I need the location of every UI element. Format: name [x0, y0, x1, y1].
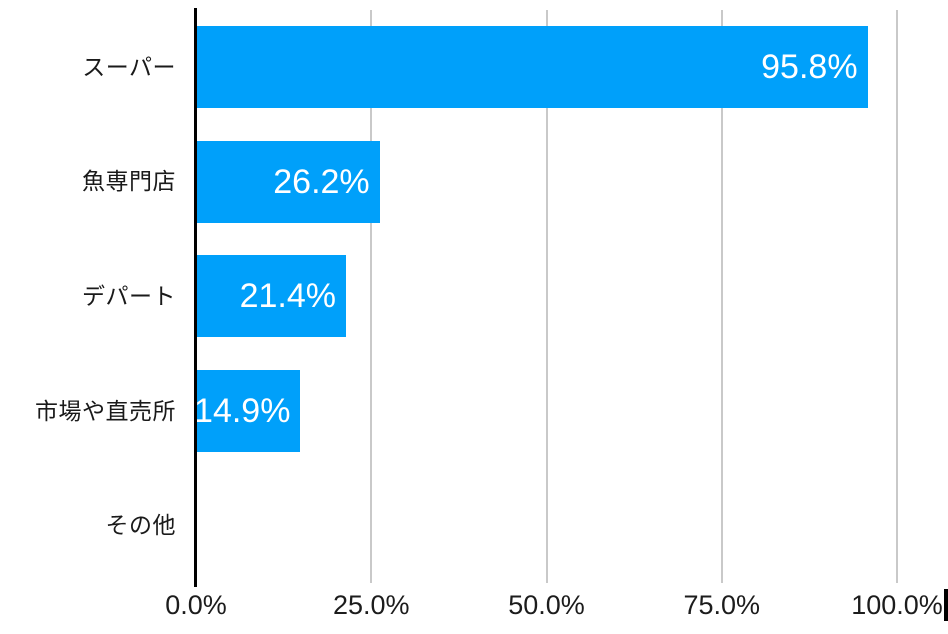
text-cursor-artifact: [944, 589, 948, 621]
bar: 26.2%: [196, 140, 380, 223]
bar-row: 14.9%: [194, 354, 897, 469]
bar-value-label: 21.4%: [239, 277, 336, 316]
gridline-50: [545, 10, 548, 583]
category-label: 市場や直売所: [35, 397, 176, 424]
bar-value-label: 14.9%: [194, 392, 291, 431]
bar-series: 95.8% 26.2% 21.4% 14.9%: [194, 10, 897, 583]
bar-row: 21.4%: [196, 239, 897, 354]
y-axis-line: [194, 8, 197, 587]
bar: 14.9%: [194, 370, 301, 453]
bar-row: 26.2%: [196, 125, 897, 240]
category-label: デパート: [82, 282, 176, 309]
bar: 21.4%: [196, 255, 346, 338]
gridline-25: [370, 10, 373, 583]
gridline-75: [720, 10, 723, 583]
x-tick-label-50: 50.0%: [508, 590, 585, 620]
x-tick-label-100: 100.0%: [851, 590, 943, 620]
x-tick-label-0: 0.0%: [165, 590, 227, 620]
x-tick-label-25: 25.0%: [332, 590, 410, 620]
category-label: その他: [105, 512, 176, 539]
plot-area: 95.8% 26.2% 21.4% 14.9%: [194, 10, 898, 583]
category-label: スーパー: [82, 53, 176, 80]
bar-row: 95.8%: [196, 10, 897, 125]
bar-value-label: 95.8%: [761, 48, 858, 87]
bar-row: [196, 468, 897, 583]
bar: 95.8%: [196, 26, 868, 109]
bar-value-label: 26.2%: [273, 162, 370, 201]
gridline-100: [896, 10, 898, 583]
category-label: 魚専門店: [82, 168, 176, 195]
category-axis-labels: スーパー魚専門店デパート市場や直売所その他: [0, 10, 176, 583]
x-tick-label-75: 75.0%: [683, 590, 761, 620]
